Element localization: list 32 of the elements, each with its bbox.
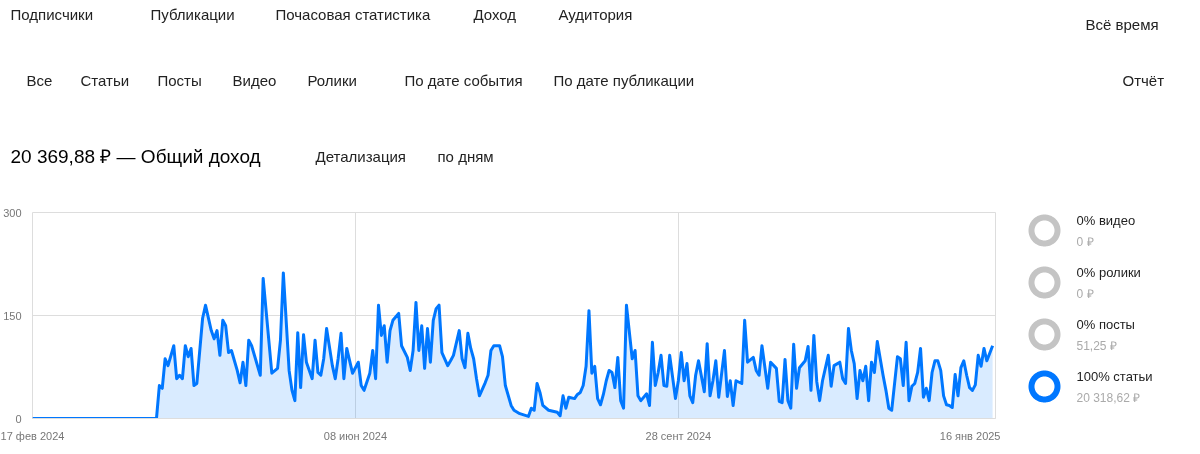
- x-tick-label: 16 янв 2025: [939, 429, 1001, 442]
- text: По дате публикации: [553, 72, 695, 89]
- text: Аудитория: [558, 6, 633, 23]
- text: 0% видео: [1076, 213, 1136, 228]
- text: Доход: [473, 6, 517, 23]
- text: Публикации: [150, 6, 235, 23]
- text: Статьи: [80, 72, 130, 89]
- text: 100% статьи: [1076, 369, 1153, 384]
- text: 0% ролики: [1076, 265, 1141, 280]
- text: по дням: [437, 148, 494, 165]
- x-tick-label: 08 июн 2024: [323, 429, 388, 442]
- y-tick-label: 150: [3, 309, 22, 322]
- text: Ролики: [307, 72, 357, 89]
- text: Отчёт: [1122, 72, 1165, 89]
- text: 0 ₽: [1076, 234, 1094, 249]
- text: Почасовая статистика: [275, 6, 431, 23]
- text: 20 318,62 ₽: [1076, 390, 1141, 405]
- x-tick-label: 28 сент 2024: [645, 429, 712, 442]
- text: Детализация: [315, 148, 406, 165]
- y-tick-label: 0: [15, 412, 22, 425]
- text: Все: [26, 72, 53, 89]
- text: Видео: [232, 72, 277, 89]
- chart-title: 20 369,88 ₽ — Общий доход: [10, 146, 261, 167]
- text: Всё время: [1085, 16, 1159, 33]
- text: 0 ₽: [1076, 286, 1094, 301]
- y-tick-label: 300: [3, 206, 22, 219]
- text: Посты: [157, 72, 202, 89]
- x-tick-label: 17 фев 2024: [0, 429, 65, 442]
- text: Подписчики: [10, 6, 94, 23]
- text: 51,25 ₽: [1076, 338, 1117, 353]
- text: 0% посты: [1076, 317, 1135, 332]
- text: По дате события: [404, 72, 523, 89]
